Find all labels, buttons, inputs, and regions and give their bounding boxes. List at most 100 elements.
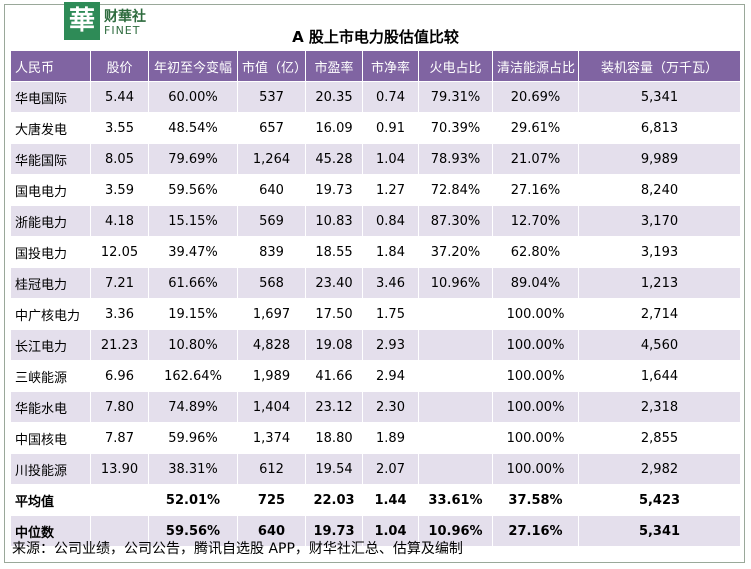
header-cell: 市盈率 [305,50,363,82]
table-row: 华能水电 7.80 74.89% 1,404 23.12 2.30 100.00% 2,318 [10,391,741,423]
table-cell: 华能国际 [10,143,91,175]
table-cell: 5,423 [578,484,741,516]
table-cell [418,391,493,423]
table-cell: 9,989 [578,143,741,175]
table-row: 华能国际 8.05 79.69% 1,264 45.28 1.04 78.93% 21.07%… [10,143,741,175]
table-cell: 89.04% [492,267,579,299]
table-cell: 640 [237,174,306,206]
table-cell: 59.56% [148,515,238,547]
table-cell: 100.00% [492,453,579,485]
table-cell: 100.00% [492,298,579,330]
table-cell: 3,193 [578,236,741,268]
table-cell: 48.54% [148,112,238,144]
table-cell: 62.80% [492,236,579,268]
table-cell: 3.46 [362,267,419,299]
header-cell: 人民币 [10,50,91,82]
table-cell: 0.84 [362,205,419,237]
table-row: 浙能电力 4.18 15.15% 569 10.83 0.84 87.30% 12.70% 3,… [10,205,741,237]
title: A 股上市电力股估值比较 [292,28,459,46]
table-cell: 2,855 [578,422,741,454]
table-cell: 100.00% [492,391,579,423]
table-row: 中位数 59.56% 640 19.73 1.04 10.96% 27.16% 5,341 [10,515,741,547]
table-cell: 19.15% [148,298,238,330]
table-cell: 23.40 [305,267,363,299]
table-cell: 1,989 [237,360,306,392]
table-cell: 4.18 [90,205,149,237]
table-cell: 2.94 [362,360,419,392]
table-cell: 1,404 [237,391,306,423]
table-cell: 2,982 [578,453,741,485]
table-cell: 60.00% [148,81,238,113]
table-cell: 3.36 [90,298,149,330]
table-cell: 8,240 [578,174,741,206]
table-cell: 17.50 [305,298,363,330]
table-cell: 1,374 [237,422,306,454]
table-cell: 20.35 [305,81,363,113]
table-row: 国电电力 3.59 59.56% 640 19.73 1.27 72.84% 27.16% 8,… [10,174,741,206]
table-row: 中国核电 7.87 59.96% 1,374 18.80 1.89 100.00% 2,855 [10,422,741,454]
logo-en: FINET [104,24,141,37]
logo-name: 财華社 [104,9,146,25]
table-cell: 2.93 [362,329,419,361]
table-cell: 4,560 [578,329,741,361]
table-row: 国投电力 12.05 39.47% 839 18.55 1.84 37.20% 62.80% 3… [10,236,741,268]
table-cell: 100.00% [492,329,579,361]
table-cell: 18.55 [305,236,363,268]
table-cell: 5,341 [578,515,741,547]
table-row: 华电国际 5.44 60.00% 537 20.35 0.74 79.31% 20.69% 5,… [10,81,741,113]
table-cell: 568 [237,267,306,299]
table-cell: 华能水电 [10,391,91,423]
table-cell: 1,697 [237,298,306,330]
table-cell: 839 [237,236,306,268]
table-cell: 2,318 [578,391,741,423]
header-cell: 火电占比 [418,50,493,82]
table-cell: 38.31% [148,453,238,485]
table-cell: 569 [237,205,306,237]
header-cell: 市值（亿） [237,50,306,82]
table-cell: 国电电力 [10,174,91,206]
table-cell: 中位数 [10,515,91,547]
table-cell [418,298,493,330]
header-cell: 市净率 [362,50,419,82]
table-row: 长江电力 21.23 10.80% 4,828 19.08 2.93 100.00% 4,56… [10,329,741,361]
table-cell: 国投电力 [10,236,91,268]
table-cell: 45.28 [305,143,363,175]
source-note: 来源：公司业绩，公司公告，腾讯自选股 APP，财华社汇总、估算及编制 [12,541,463,557]
table-cell: 21.23 [90,329,149,361]
table-cell: 桂冠电力 [10,267,91,299]
table-cell: 725 [237,484,306,516]
table-cell: 大唐发电 [10,112,91,144]
table-cell: 100.00% [492,422,579,454]
table-cell: 612 [237,453,306,485]
table-cell: 27.16% [492,515,579,547]
table-cell: 7.80 [90,391,149,423]
logo: 華 财華社 FINET [64,2,184,46]
table-cell: 三峡能源 [10,360,91,392]
table-cell: 1,213 [578,267,741,299]
table-cell: 1,264 [237,143,306,175]
table-cell: 10.83 [305,205,363,237]
table-cell: 5.44 [90,81,149,113]
table-cell: 8.05 [90,143,149,175]
frame [4,4,745,563]
table-cell [418,329,493,361]
table-cell: 1.75 [362,298,419,330]
table-row: 大唐发电 3.55 48.54% 657 16.09 0.91 70.39% 29.61% 6,… [10,112,741,144]
table-cell: 1.04 [362,515,419,547]
table-cell: 10.96% [418,515,493,547]
table-cell: 长江电力 [10,329,91,361]
header-cell: 股价 [90,50,149,82]
table-cell [418,422,493,454]
table-cell [418,360,493,392]
table-cell: 3.59 [90,174,149,206]
table-cell: 5,341 [578,81,741,113]
table-cell: 37.58% [492,484,579,516]
table-cell: 2.30 [362,391,419,423]
table-cell: 7.87 [90,422,149,454]
table-cell: 52.01% [148,484,238,516]
table-cell: 87.30% [418,205,493,237]
table-cell: 61.66% [148,267,238,299]
table-cell: 12.05 [90,236,149,268]
table-cell: 10.80% [148,329,238,361]
table-cell: 1.04 [362,143,419,175]
